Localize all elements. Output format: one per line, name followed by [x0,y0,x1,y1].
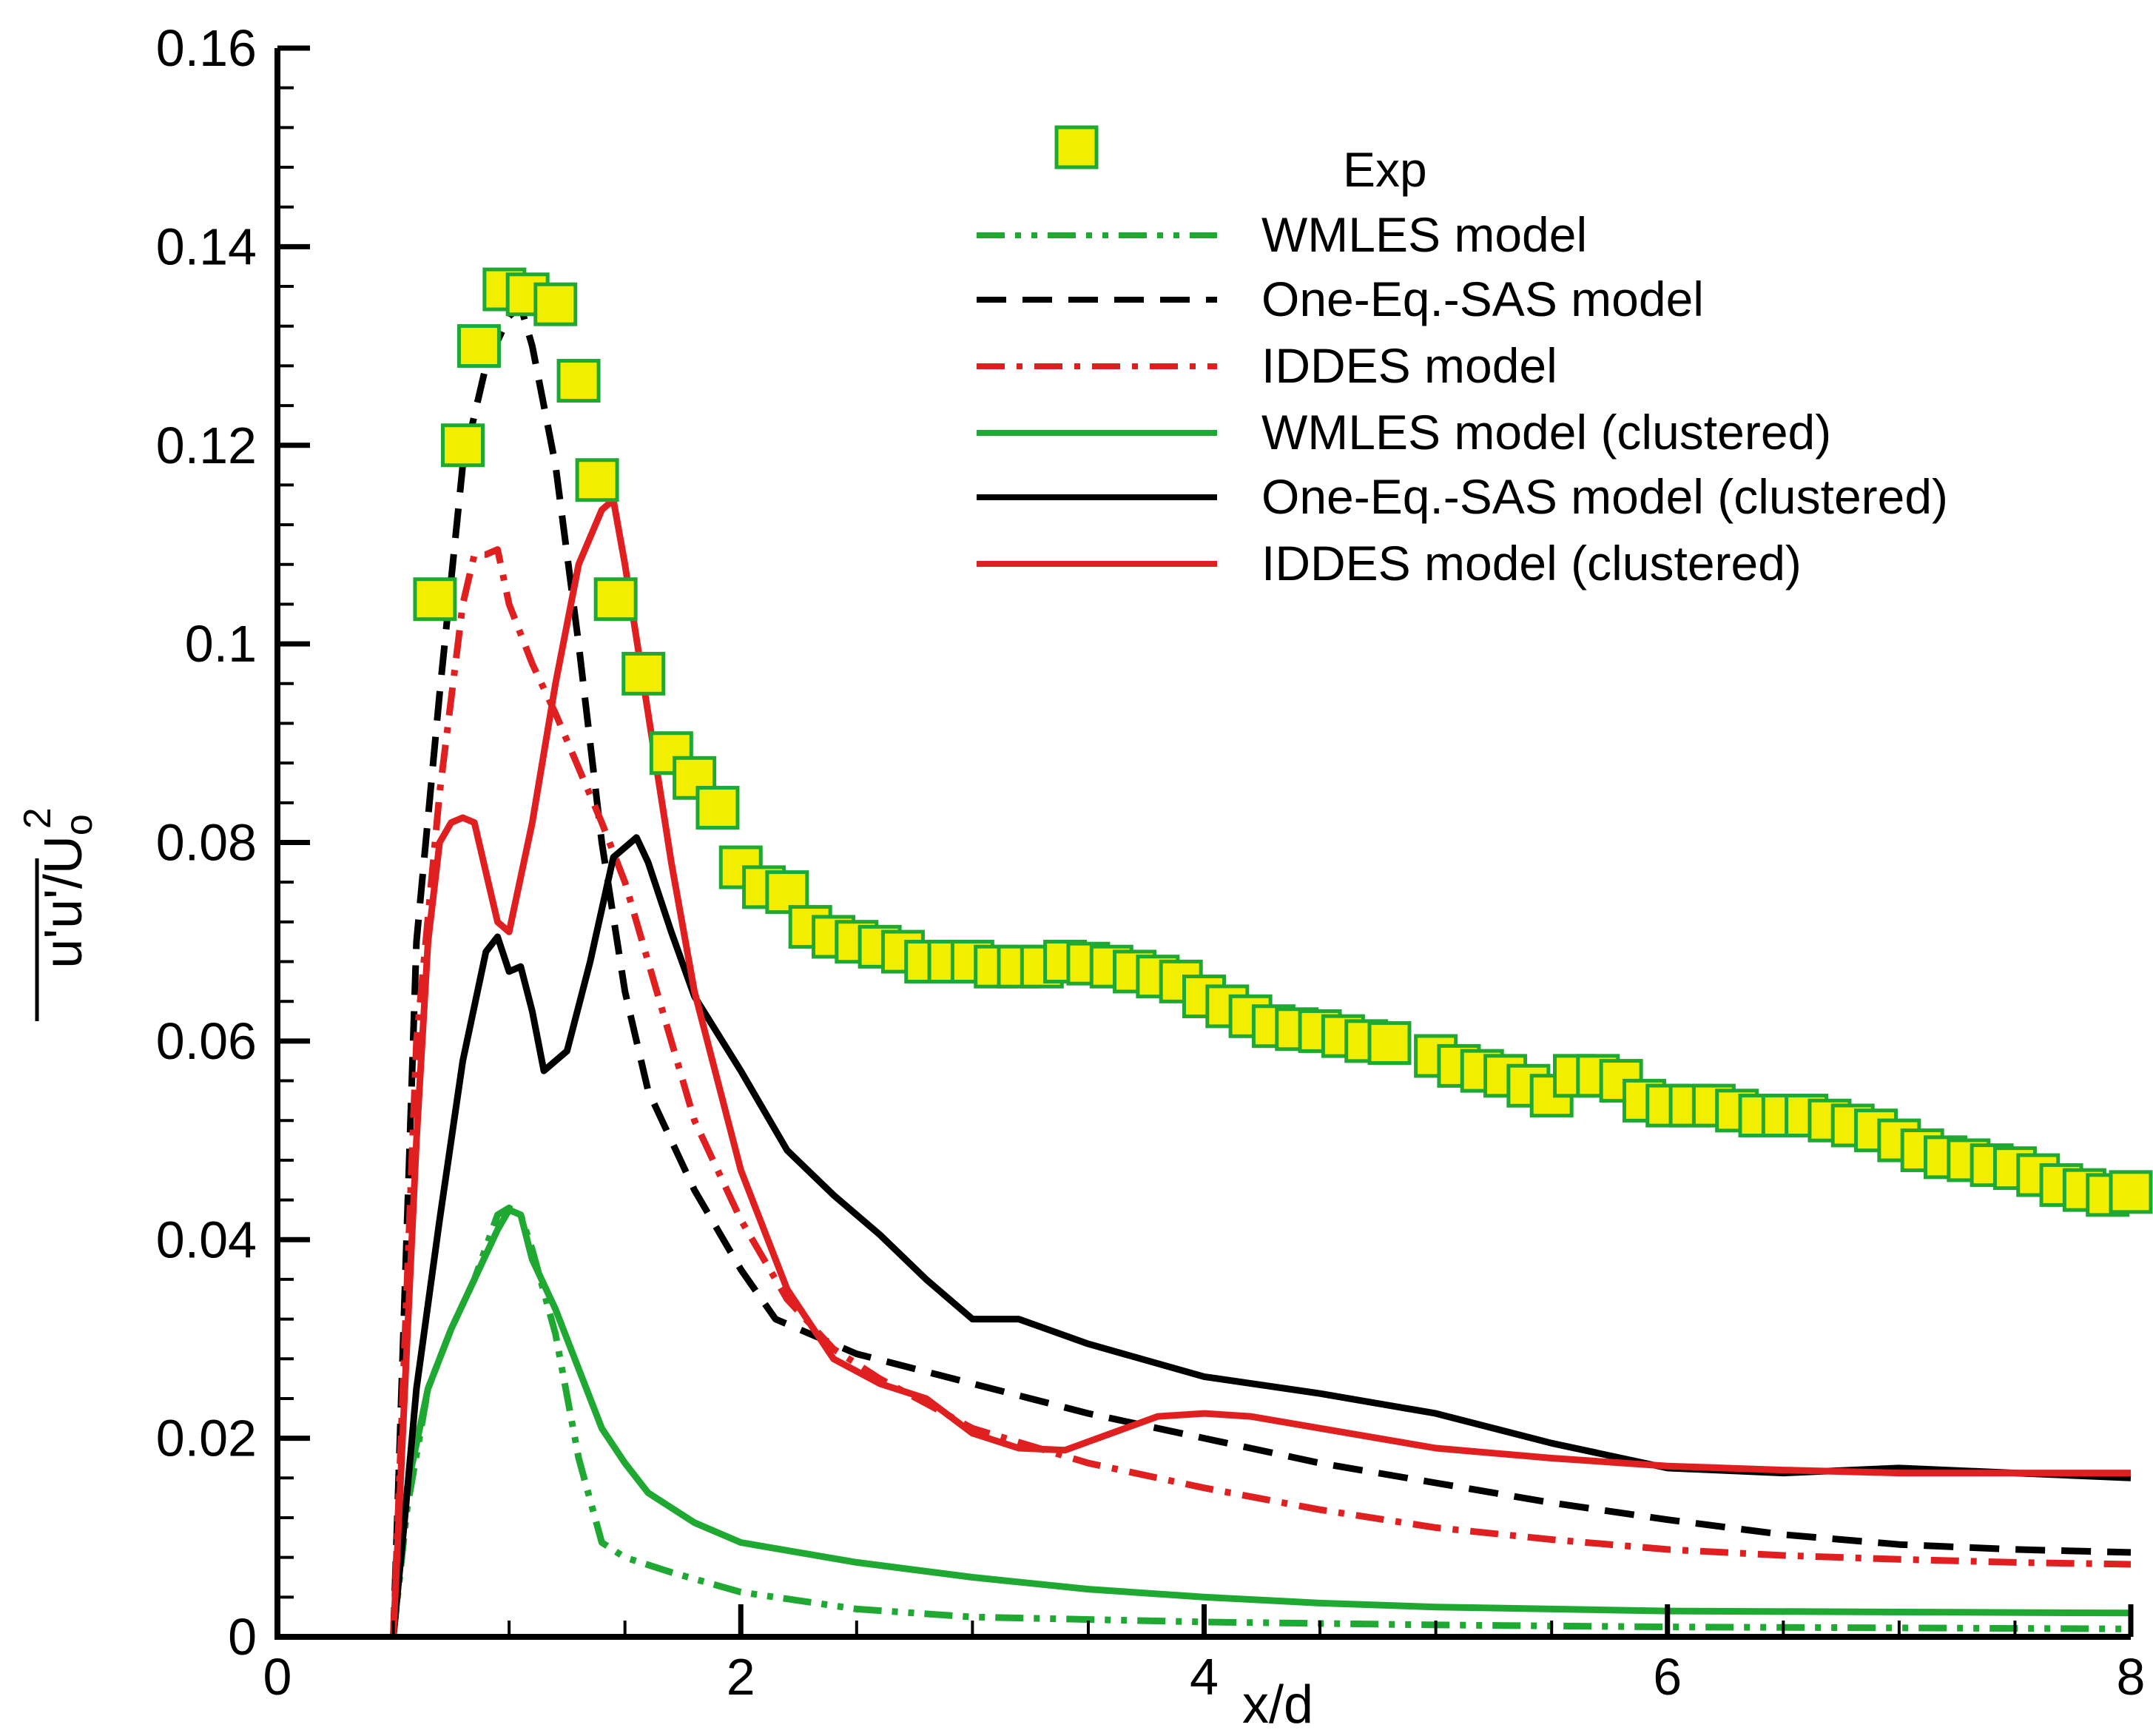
exp-marker [413,577,457,622]
exp-marker [1367,1021,1412,1066]
legend-label-one-eq-sas-model-clustered: One-Eq.-SAS model (clustered) [1261,469,1948,524]
y-tick-label: 0.06 [156,1012,257,1070]
exp-marker [441,423,485,468]
legend-marker-exp [1054,125,1099,169]
y-tick-label: 0.14 [156,218,257,275]
exp-marker [2109,1170,2153,1214]
x-tick-label: 4 [1190,1648,1219,1706]
axes: 0 0.02 0.04 0.06 0.08 0.1 0.12 0.14 0.16 0 2 4 6 8 [156,19,2146,1706]
exp-marker [593,577,638,622]
legend-label-wmles-model: WMLES model [1261,207,1587,262]
x-axis-label: x/d [1242,1675,1313,1735]
legend-label-one-eq-sas-model: One-Eq.-SAS model [1261,272,1704,326]
y-tick-label: 0.16 [156,19,257,77]
plot-series [390,267,2153,1638]
y-axis-label-main: u'u'/U [34,835,93,969]
y-tick-label: 0.12 [156,417,257,474]
legend: Exp WMLES model One-Eq.-SAS model IDDES mod… [977,125,1948,591]
iddes-model-line [390,546,2132,1638]
y-tick-label: 0.02 [156,1410,257,1467]
exp-marker [621,651,666,696]
legend-label-exp: Exp [1343,142,1427,197]
iddes-model-clustered-line [390,497,2131,1638]
exp-marker [456,324,501,369]
svg-text:u'u'/Uo2: u'u'/Uo2 [16,807,101,968]
legend-label-wmles-model-clustered: WMLES model (clustered) [1261,405,1831,460]
y-tick-label: 0 [228,1608,257,1666]
y-tick-label: 0.08 [156,814,257,872]
x-tick-label: 6 [1653,1648,1682,1706]
wmles-model-clustered-line [390,1206,2132,1638]
y-tick-label: 0.04 [156,1211,257,1268]
legend-label-iddes-model-clustered: IDDES model (clustered) [1261,536,1802,591]
exp-marker [533,282,578,326]
x-tick-label: 2 [727,1648,755,1706]
exp-marker [556,359,601,403]
one-eq-sas-model-line [390,303,2132,1638]
legend-label-iddes-model: IDDES model [1261,338,1557,393]
x-tick-label: 8 [2117,1648,2146,1706]
exp-marker [575,458,619,502]
y-axis-label-superscript: 2 [16,807,59,829]
y-tick-label: 0.1 [185,615,257,673]
exp-marker [695,786,740,830]
y-axis-label: u'u'/Uo2 [16,807,101,1021]
x-tick-label: 0 [263,1648,292,1706]
y-axis-label-subscript: o [58,814,101,835]
